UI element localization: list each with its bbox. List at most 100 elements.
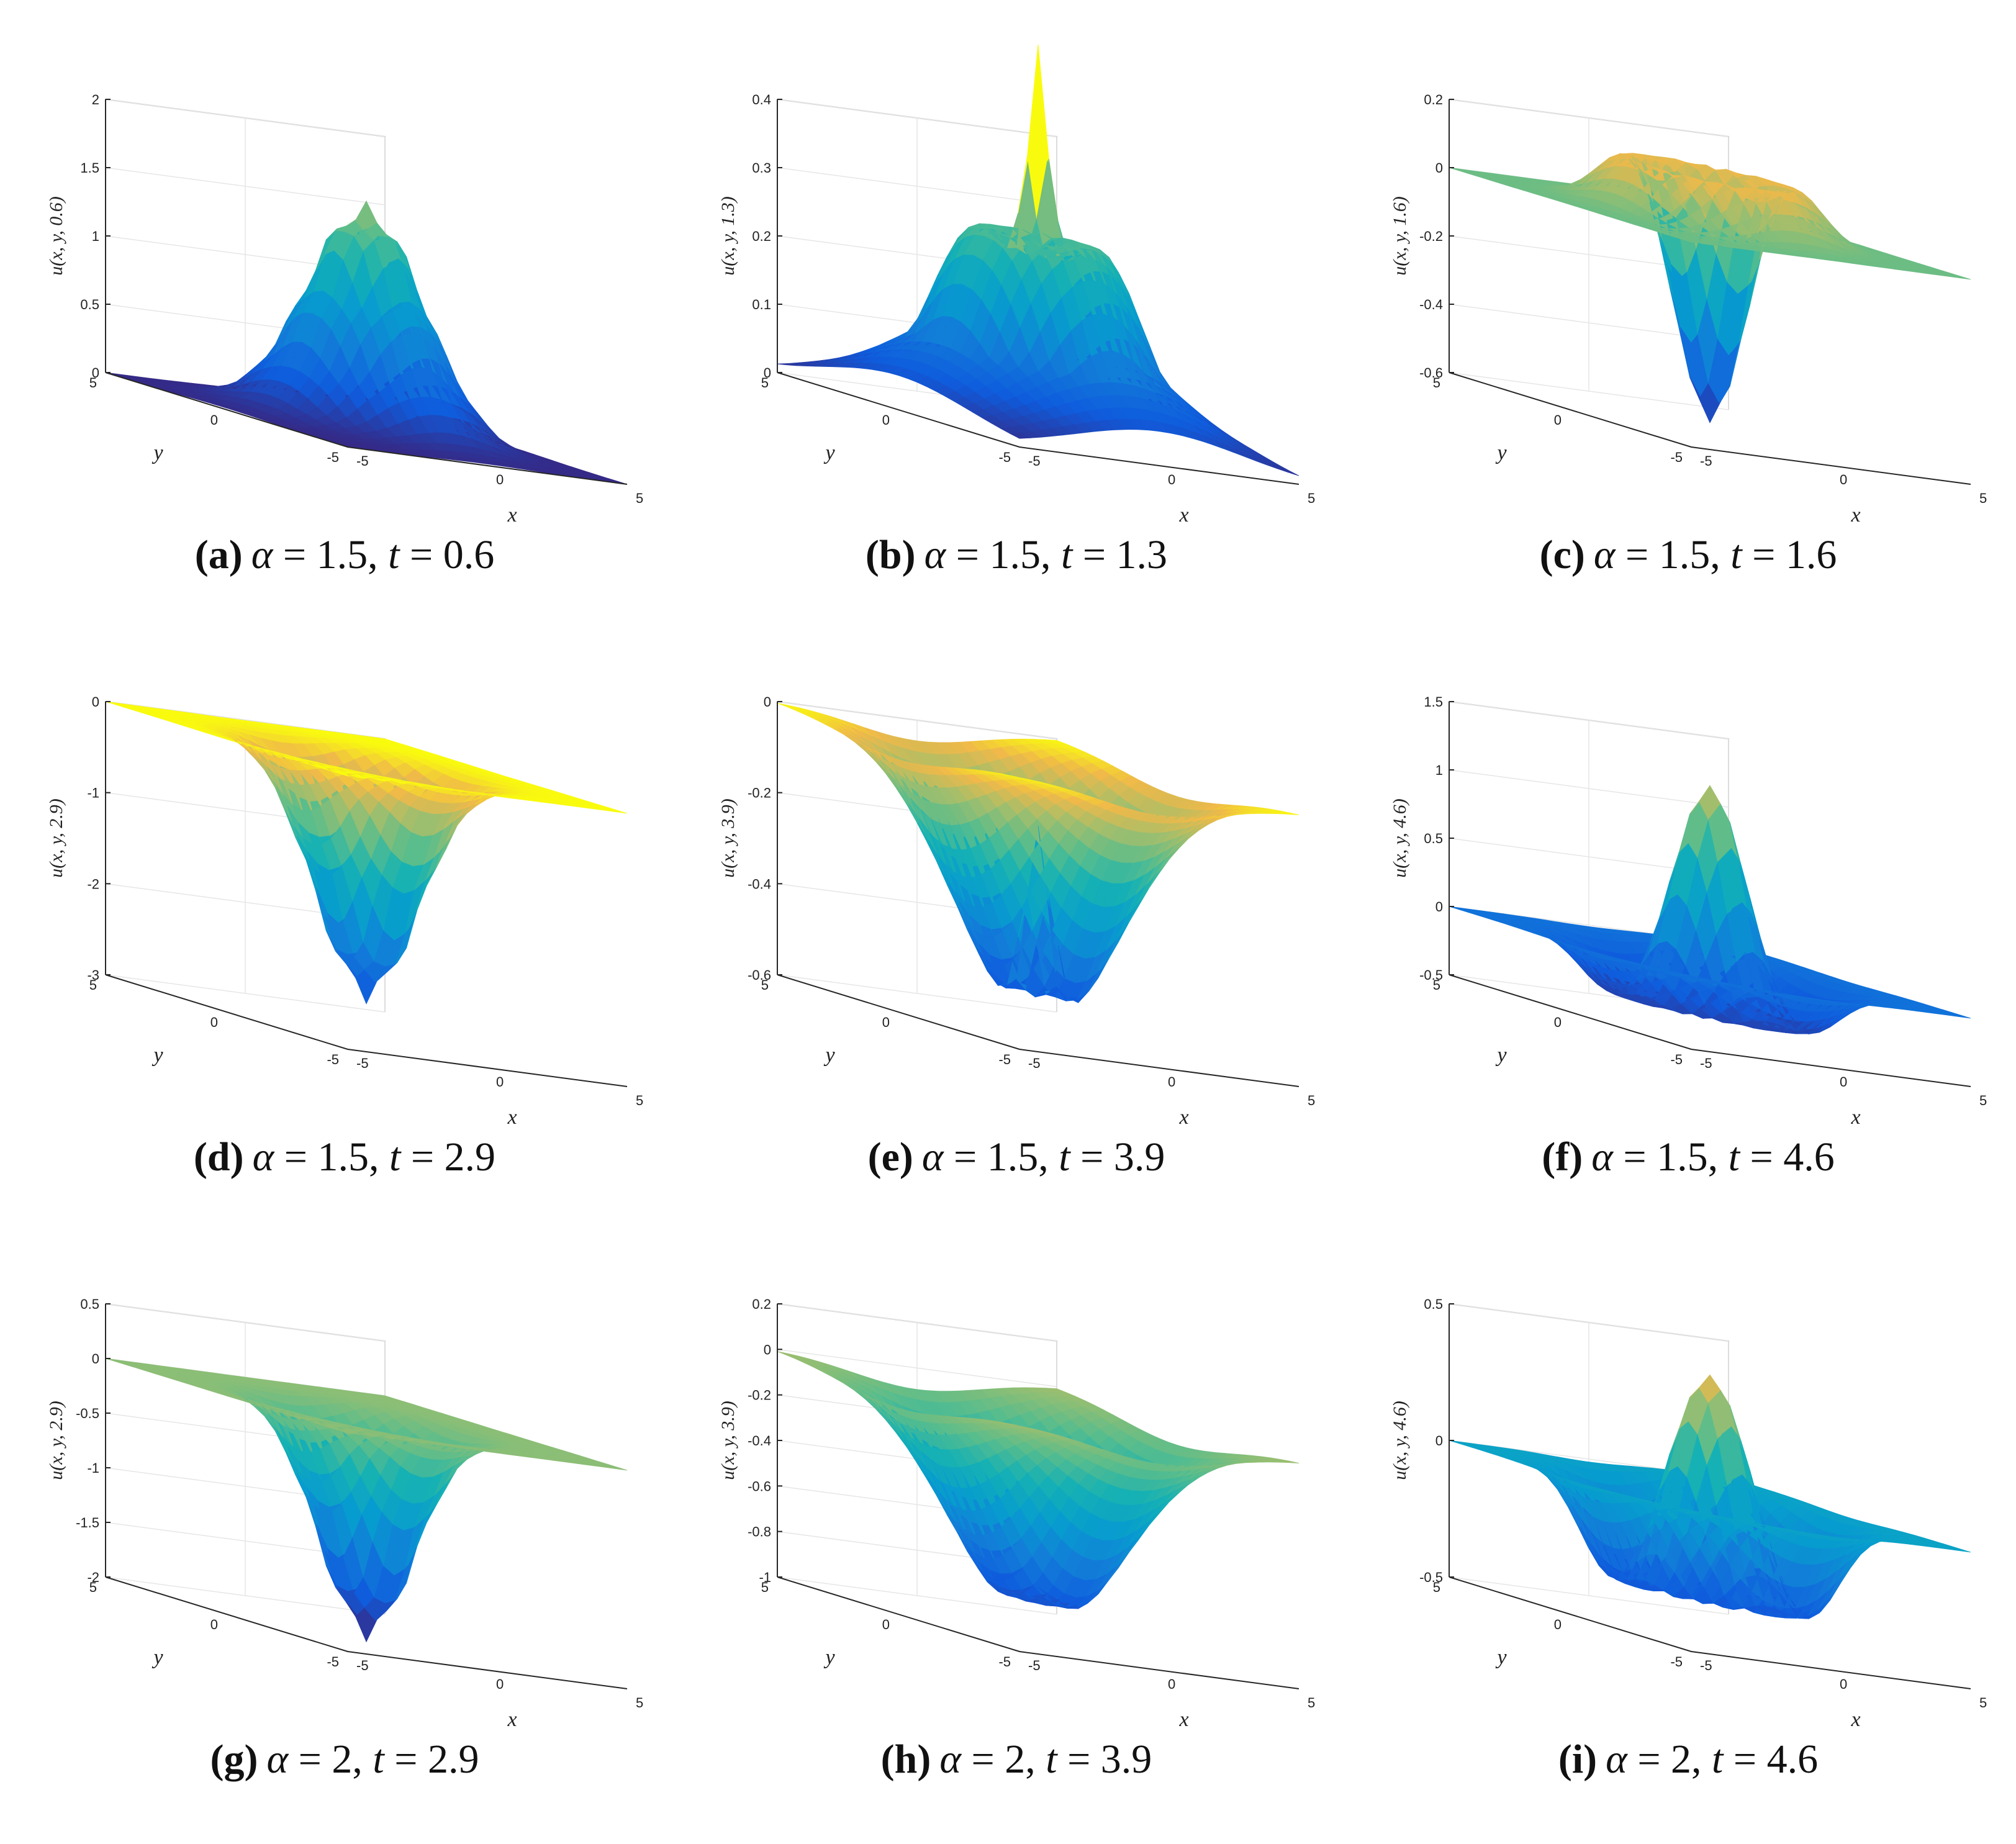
caption-t-value: = 0.6	[399, 532, 494, 577]
caption-alpha-value: = 1.5,	[273, 532, 388, 577]
caption-letter: (f)	[1542, 1134, 1583, 1180]
y-tick-label: -5	[998, 450, 1011, 465]
x-tick-label: 0	[1840, 472, 1847, 487]
z-axis-label: u(x, y, 1.3)	[718, 196, 738, 275]
grid-line	[105, 167, 386, 206]
z-tick-label: 0	[764, 694, 771, 710]
x-tick-label: 5	[1979, 490, 1987, 506]
grid-line	[1449, 372, 1729, 410]
x-axis-label: x	[507, 1708, 517, 1731]
y-axis-label: y	[151, 441, 163, 464]
y-axis-label: y	[1495, 441, 1507, 464]
x-tick-label: 5	[1308, 1093, 1315, 1108]
caption-alpha-symbol: α	[1594, 532, 1616, 577]
y-tick-label: -5	[998, 1052, 1011, 1067]
x-tick-label: 0	[496, 1676, 504, 1692]
z-axis-label: u(x, y, 2.9)	[46, 1401, 66, 1480]
caption-alpha-symbol: α	[1591, 1134, 1614, 1180]
y-tick-label: 5	[89, 977, 97, 993]
z-tick-label: 2	[92, 92, 99, 107]
panel-caption: (d) α = 1.5, t = 2.9	[194, 1134, 495, 1180]
x-tick-label: 0	[1168, 472, 1175, 487]
x-tick-label: 5	[636, 490, 643, 506]
z-tick-label: -0.5	[76, 1406, 99, 1421]
surface-plot	[105, 200, 628, 485]
z-axis-label: u(x, y, 2.9)	[46, 798, 66, 877]
surface-plot	[105, 701, 628, 1005]
grid-line	[777, 167, 1057, 206]
surface-plot	[1449, 785, 1971, 1034]
z-tick-label: 1.5	[80, 160, 99, 176]
x-tick-label: 0	[1168, 1074, 1175, 1090]
z-axis-label: u(x, y, 3.9)	[718, 798, 738, 877]
caption-letter: (b)	[866, 532, 916, 577]
y-tick-label: 5	[89, 1580, 97, 1595]
z-tick-label: 0.2	[1424, 92, 1443, 107]
x-axis-label: x	[507, 1106, 517, 1129]
z-tick-label: 0.5	[80, 1296, 99, 1312]
caption-t-value: = 2.9	[384, 1737, 479, 1782]
y-tick-label: 0	[882, 412, 890, 428]
x-axis-label: x	[507, 504, 517, 527]
caption-alpha-symbol: α	[922, 1134, 944, 1180]
y-tick-label: 5	[1433, 977, 1440, 993]
y-tick-label: 5	[89, 375, 97, 391]
caption-t-symbol: t	[388, 532, 400, 577]
caption-letter: (e)	[868, 1134, 913, 1180]
caption-alpha-value: = 1.5,	[274, 1134, 389, 1180]
z-axis-label: u(x, y, 0.6)	[46, 196, 66, 275]
grid-line	[777, 99, 1057, 137]
caption-alpha-value: = 1.5,	[1613, 1134, 1729, 1180]
x-tick-label: 5	[636, 1695, 643, 1711]
surface-patch	[1278, 466, 1300, 476]
grid-line	[1449, 99, 1729, 137]
x-axis-label: x	[1178, 504, 1188, 527]
caption-t-symbol: t	[389, 1134, 402, 1180]
x-tick-label: -5	[1028, 1055, 1041, 1071]
y-tick-label: -5	[1670, 450, 1683, 465]
caption-t-value: = 2.9	[400, 1134, 495, 1180]
z-tick-label: 0	[1435, 160, 1443, 176]
caption-alpha-value: = 1.5,	[946, 532, 1061, 577]
z-tick-label: 0	[764, 365, 771, 381]
caption-letter: (d)	[194, 1134, 244, 1180]
y-tick-label: 0	[210, 412, 218, 428]
caption-t-symbol: t	[373, 1737, 385, 1782]
x-tick-label: -5	[356, 1055, 369, 1071]
y-tick-label: 0	[1554, 412, 1562, 428]
caption-alpha-value: = 1.5,	[944, 1134, 1059, 1180]
y-tick-label: -5	[327, 1052, 339, 1067]
x-tick-label: 5	[1308, 490, 1315, 506]
z-tick-label: 0	[92, 694, 99, 710]
floor-axes	[105, 372, 628, 485]
panel-caption: (c) α = 1.5, t = 1.6	[1540, 532, 1837, 577]
z-tick-label: -0.4	[748, 876, 771, 892]
surface-patch	[1268, 463, 1288, 473]
z-axis-label: u(x, y, 1.6)	[1390, 196, 1410, 275]
caption-t-value: = 1.6	[1742, 532, 1837, 577]
y-axis-label: y	[823, 1044, 835, 1067]
y-tick-label: 0	[882, 1015, 890, 1030]
z-tick-label: 1	[1435, 762, 1443, 778]
z-tick-label: 0.4	[752, 92, 771, 107]
y-tick-label: 0	[210, 1015, 218, 1030]
x-axis-label: x	[1178, 1106, 1188, 1129]
caption-alpha-symbol: α	[251, 532, 274, 577]
z-tick-label: 0	[92, 365, 99, 381]
x-tick-label: 5	[1979, 1093, 1987, 1108]
z-axis-label: u(x, y, 4.6)	[1390, 798, 1410, 877]
y-tick-label: 5	[761, 375, 769, 391]
caption-letter: (g)	[210, 1737, 258, 1782]
x-axis-label: x	[1850, 1106, 1860, 1129]
z-tick-label: -0.2	[748, 785, 771, 801]
y-tick-label: 0	[1554, 1015, 1562, 1030]
y-tick-label: 0	[210, 1617, 218, 1632]
